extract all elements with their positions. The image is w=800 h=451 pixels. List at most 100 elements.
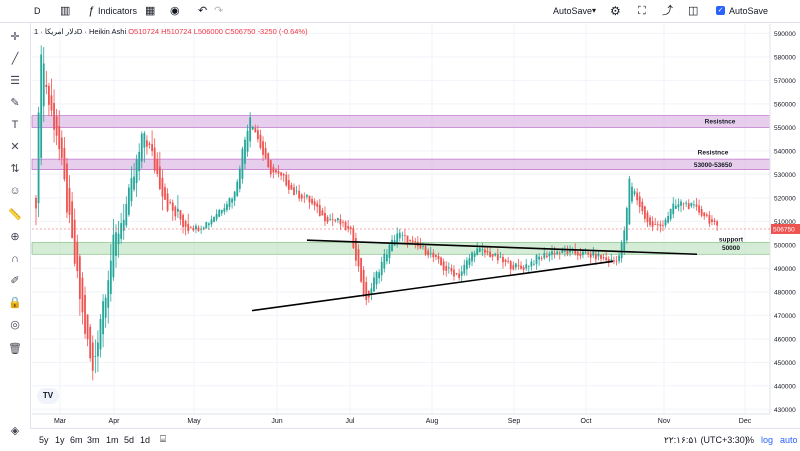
candle-body (677, 204, 680, 208)
candle-body (215, 213, 218, 220)
templates-icon[interactable]: ▦ (145, 5, 156, 17)
date-range-icon[interactable]: ⌸ (160, 434, 166, 445)
price-tick-label: 570000 (774, 78, 796, 85)
collapse-icon[interactable]: ◈ (10, 425, 20, 437)
interval-selector[interactable]: D (34, 6, 41, 16)
candle-body (146, 140, 148, 147)
candle-body (117, 233, 120, 245)
candle-body (576, 251, 579, 256)
range-5d[interactable]: 5d (124, 435, 135, 445)
candle-body (205, 221, 208, 229)
candle-body (226, 204, 228, 210)
clock-time[interactable]: ۲۲:۱۶:۵۱ (UTC+3:30) (664, 435, 748, 445)
candle-body (662, 225, 664, 227)
resistance-mid-label: Resistnce (698, 149, 729, 156)
range-1d[interactable]: 1d (140, 435, 151, 445)
time-tick-label: Nov (658, 418, 671, 425)
share-icon[interactable]: ⤴ (662, 5, 673, 17)
camera-icon[interactable]: ◫ (688, 5, 699, 17)
ruler-icon[interactable]: 📏 (8, 209, 22, 221)
candle-body (287, 180, 290, 190)
bar-style-icon[interactable]: ▥ (60, 5, 71, 17)
candle-body (651, 221, 654, 227)
candle-body (437, 255, 440, 260)
candle-body (687, 203, 690, 210)
candle-body (143, 133, 146, 148)
candle-body (711, 219, 713, 222)
candle-body (303, 196, 306, 198)
candle-body (494, 253, 497, 256)
eye-icon[interactable]: ◉ (170, 5, 180, 17)
candle-body (107, 280, 110, 308)
indicators-button[interactable]: Indicators (98, 6, 138, 16)
candle-body (135, 159, 138, 184)
chevron-down-icon[interactable]: ▾ (592, 6, 597, 15)
candle-body (277, 171, 280, 174)
brush-icon[interactable]: ✎ (10, 97, 20, 109)
chart-grid (32, 24, 770, 414)
candle-body (355, 238, 357, 261)
resistance-mid-zone (31, 158, 771, 170)
candle-body (380, 261, 383, 276)
autosave-checkbox[interactable]: ✓ (716, 6, 725, 15)
emoji-icon[interactable]: ☺ (9, 185, 21, 197)
percent-toggle[interactable]: % (746, 435, 755, 445)
candle-body (705, 214, 708, 216)
candle-body (112, 234, 115, 278)
lower-trendline (251, 260, 614, 312)
candle-body (329, 219, 332, 220)
magnet-icon[interactable]: ∩ (11, 253, 19, 265)
candle-body (313, 201, 316, 206)
candle-body (352, 228, 355, 249)
autosave-dropdown[interactable]: AutoSave (553, 6, 593, 16)
candle-body (509, 261, 512, 270)
candle-body (280, 172, 282, 176)
forecast-icon[interactable]: ⇅ (10, 163, 20, 175)
pattern-icon[interactable]: ✕ (10, 141, 20, 153)
candle-body (130, 177, 133, 202)
redo-icon[interactable]: ↷ (214, 5, 224, 17)
candle-body (530, 261, 533, 267)
candle-body (78, 256, 81, 300)
trendline-icon[interactable]: ╱ (11, 53, 19, 65)
candle-body (220, 209, 223, 214)
log-toggle[interactable]: log (761, 435, 774, 445)
candle-body (471, 252, 473, 262)
candle-body (125, 204, 128, 226)
candle-body (435, 255, 437, 257)
fullscreen-icon[interactable]: ⛶ (638, 5, 646, 17)
fib-icon[interactable]: ☰ (10, 75, 20, 87)
auto-toggle[interactable]: auto (780, 435, 798, 445)
undo-icon[interactable]: ↶ (198, 5, 208, 17)
candle-body (383, 253, 386, 269)
lock-drawing-icon[interactable]: ✐ (10, 275, 20, 287)
candle-body (161, 177, 164, 197)
zoom-in-icon[interactable]: ⊕ (10, 231, 20, 243)
range-1y[interactable]: 1y (55, 435, 65, 445)
crosshair-icon[interactable]: ✛ (10, 31, 20, 43)
range-1m[interactable]: 1m (106, 435, 119, 445)
range-6m[interactable]: 6m (70, 435, 83, 445)
candle-body (207, 223, 210, 226)
candle-body (636, 192, 639, 201)
candle-body (375, 271, 378, 285)
upper-trendline (306, 239, 698, 256)
lock-icon[interactable]: 🔒 (8, 297, 22, 309)
gear-icon[interactable]: ⚙ (610, 4, 621, 18)
eye-hide-icon[interactable]: ◎ (10, 319, 20, 331)
trash-icon[interactable]: 🗑 (8, 343, 22, 355)
candle-body (442, 261, 445, 271)
candle-body (231, 198, 233, 203)
current-price-marker: 506750 (32, 223, 800, 234)
text-icon[interactable]: T (11, 119, 19, 131)
candle-body (210, 219, 213, 225)
range-5y[interactable]: 5y (39, 435, 49, 445)
price-tick-label: 550000 (774, 125, 796, 132)
candle-body (447, 267, 450, 269)
candle-body (174, 206, 177, 217)
candle-body (269, 160, 272, 175)
candle-body (177, 208, 179, 212)
range-3m[interactable]: 3m (87, 435, 100, 445)
candle-body (133, 176, 135, 190)
